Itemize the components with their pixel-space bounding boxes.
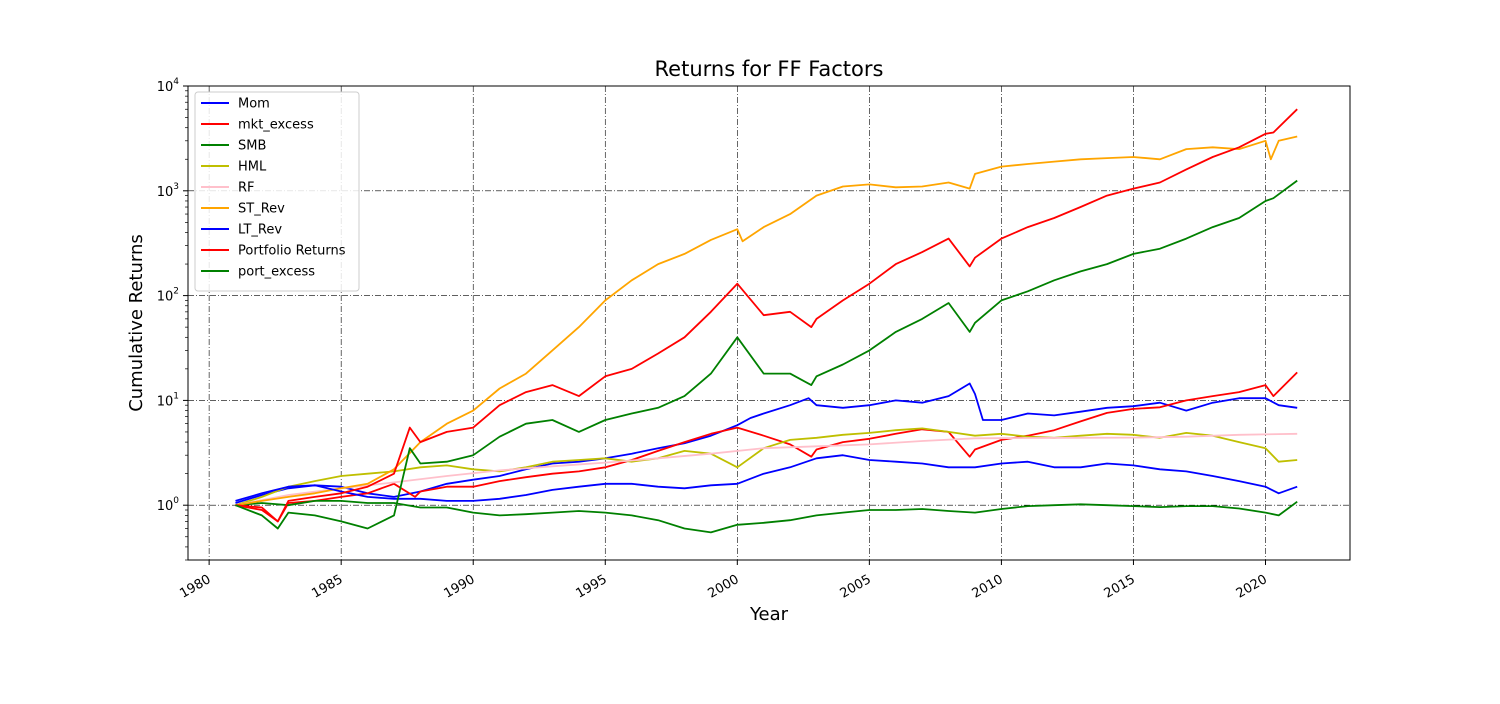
- legend: Mom mkt_excess SMB HML RF ST_Rev LT_Rev Portfol…: [194, 91, 360, 292]
- legend-label-hml: HML: [238, 160, 267, 175]
- legend-label-lt-rev: LT_Rev: [238, 223, 282, 238]
- series-line-hml: [235, 427, 1298, 507]
- series-layer: [235, 108, 1298, 534]
- y-tick-label: 102: [157, 287, 179, 305]
- legend-label-portfolio-returns: Portfolio Returns: [238, 244, 346, 259]
- y-tick-label: 103: [157, 182, 179, 200]
- legend-label-mom: Mom: [238, 97, 270, 112]
- series-line-mkt-excess: [235, 371, 1298, 523]
- legend-label-mkt-excess: mkt_excess: [238, 118, 314, 133]
- legend-label-st-rev: ST_Rev: [238, 202, 285, 217]
- series-line-port-excess: [235, 179, 1298, 530]
- series-line-st-rev: [235, 135, 1298, 507]
- legend-label-port-excess: port_excess: [238, 265, 315, 280]
- series-line-portfolio-returns: [235, 108, 1298, 523]
- y-axis-label: Cumulative Returns: [126, 234, 147, 412]
- plot-frame: [187, 85, 1351, 561]
- legend-label-smb: SMB: [238, 139, 266, 154]
- y-tick-label: 104: [157, 77, 180, 95]
- x-axis-label: Year: [749, 604, 789, 625]
- series-line-smb: [235, 499, 1298, 534]
- y-tick-label: 101: [157, 391, 179, 409]
- y-tick-label: 100: [157, 496, 180, 514]
- legend-box: [194, 91, 360, 292]
- legend-label-rf: RF: [238, 181, 255, 196]
- chart-title: Returns for FF Factors: [655, 57, 884, 81]
- series-line-lt-rev: [235, 454, 1298, 502]
- series-line-rf: [235, 432, 1298, 507]
- series-line-mom: [235, 382, 1298, 504]
